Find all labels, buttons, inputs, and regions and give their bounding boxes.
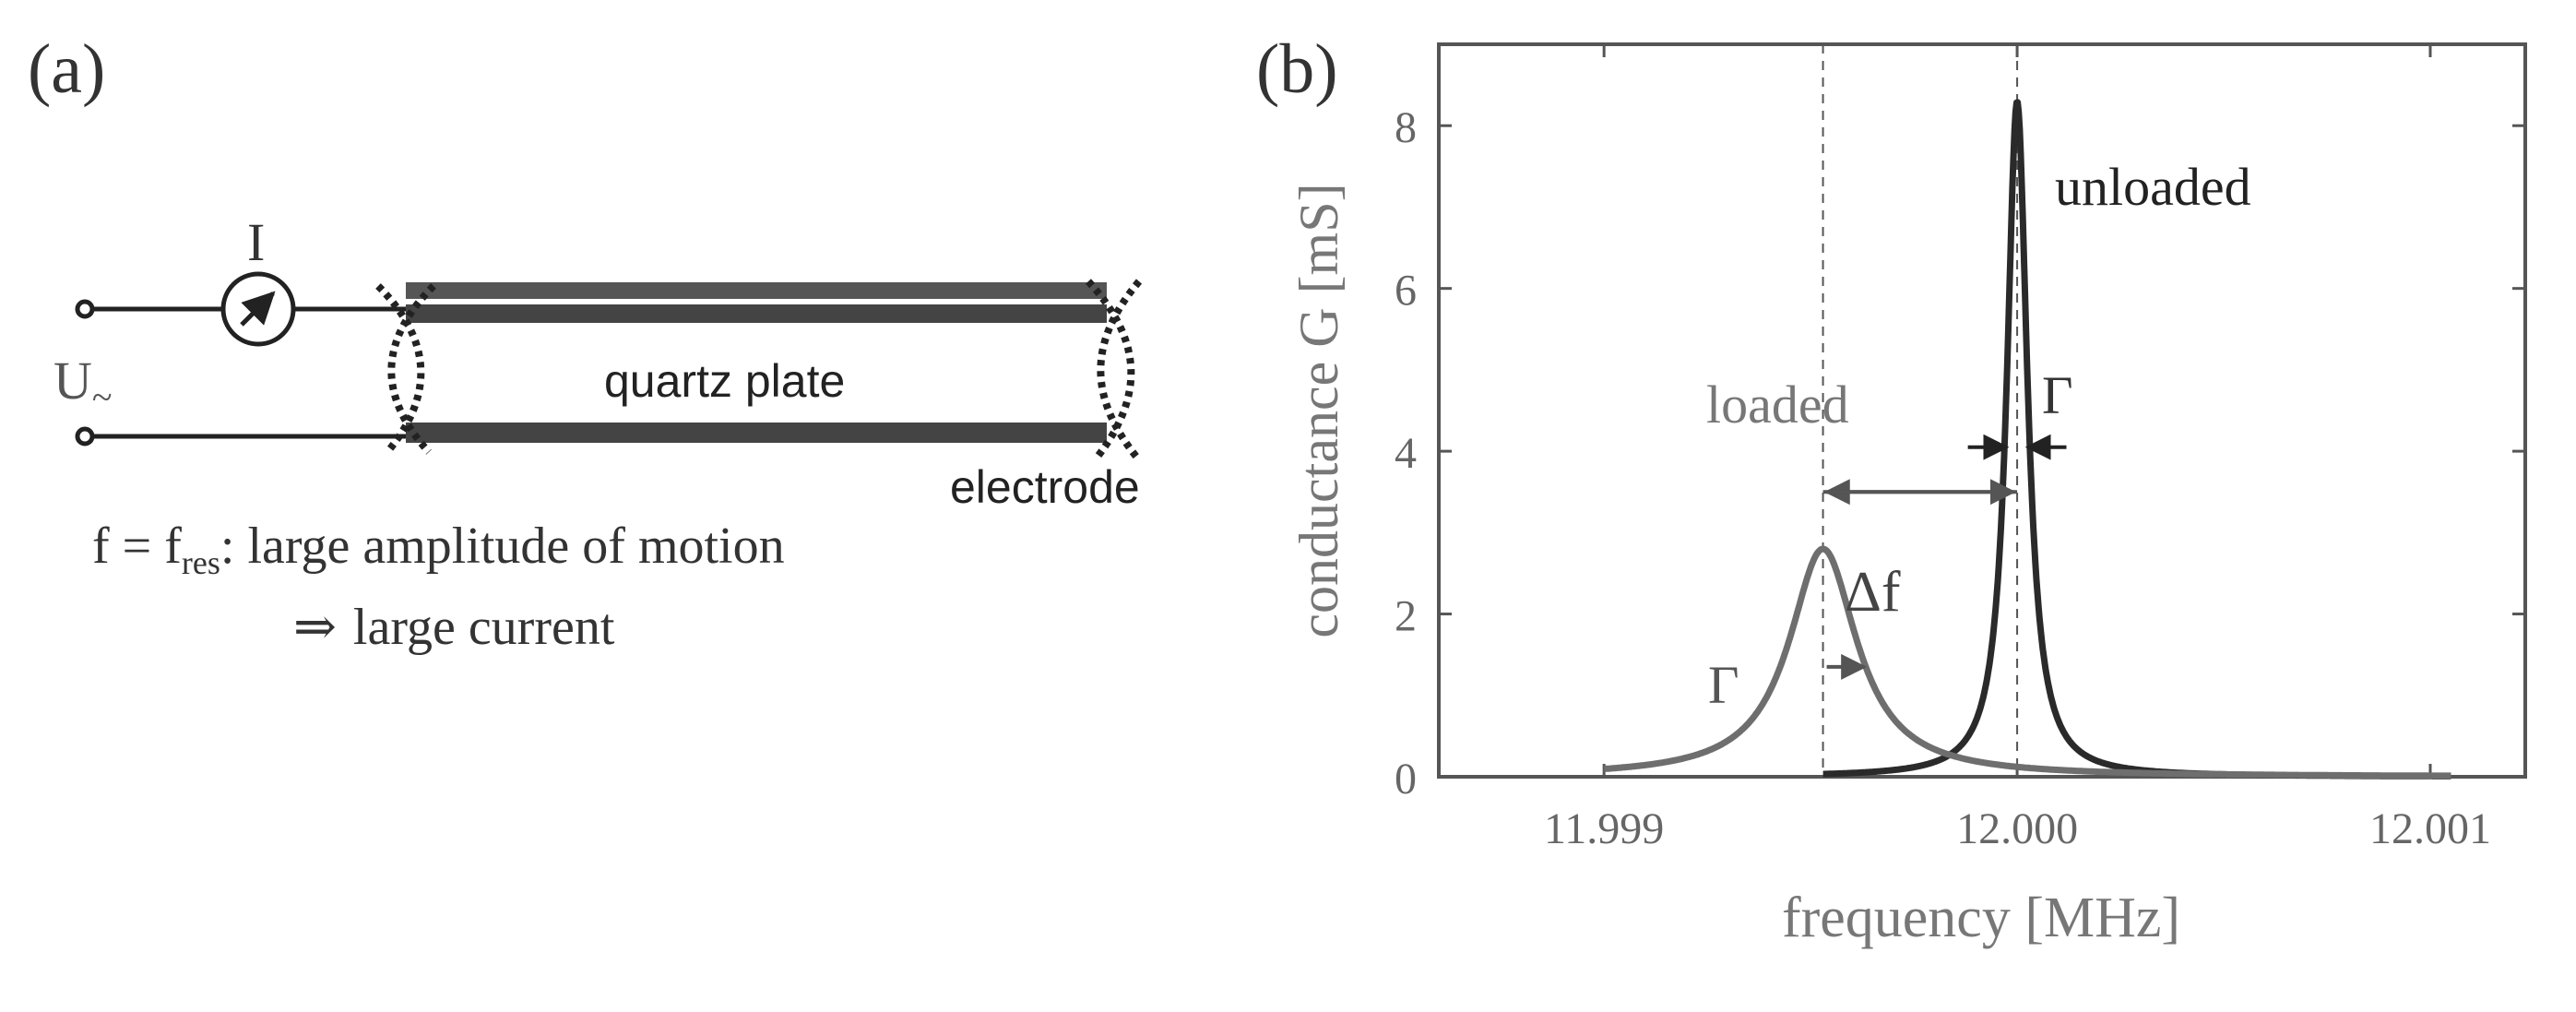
- current-symbol: I: [247, 212, 265, 272]
- panel-b-label: (b): [1256, 30, 1338, 108]
- x-tick-label: 12.000: [1956, 804, 2078, 853]
- unloaded-label: unloaded: [2055, 157, 2251, 217]
- y-axis-label: conductance G [mS]: [1288, 183, 1349, 637]
- motion-curves: [375, 279, 1143, 459]
- electrode-top-lower: [406, 304, 1107, 323]
- annotations: [1822, 434, 2067, 680]
- loaded-gamma-label: Γ: [1708, 655, 1739, 715]
- quartz-plate: [406, 323, 1107, 423]
- terminal-bottom: [75, 426, 95, 446]
- y-axis: 0 2 4 6 8: [1395, 103, 2525, 804]
- ammeter-icon: [220, 271, 296, 347]
- voltage-symbol: U~: [53, 351, 113, 418]
- loaded-label: loaded: [1706, 375, 1849, 435]
- series-group: [1602, 99, 2453, 780]
- condition-line: f = fres: large amplitude of motion: [92, 518, 785, 581]
- y-tick-label: 0: [1395, 755, 1417, 804]
- panel-a: (a) I U~ quartz plate electrode: [28, 30, 1143, 656]
- x-axis: 11.999 12.000 12.001: [1544, 44, 2491, 853]
- plot-frame: [1437, 42, 2527, 779]
- electrode-bottom: [406, 423, 1107, 443]
- y-tick-label: 2: [1395, 592, 1417, 641]
- panel-a-label: (a): [28, 30, 105, 108]
- y-tick-label: 6: [1395, 267, 1417, 316]
- series-line-loaded: [1602, 545, 2453, 780]
- x-tick-label: 12.001: [2369, 804, 2491, 853]
- guide-lines: [1822, 44, 2019, 777]
- panel-b: (b) 0 2 4 6 8 11.999 12.000 12.001 conductance…: [1256, 30, 2527, 949]
- x-axis-label: frequency [MHz]: [1782, 887, 2180, 949]
- terminal-top: [75, 299, 95, 319]
- plate-label: quartz plate: [604, 355, 845, 407]
- x-tick-label: 11.999: [1544, 804, 1664, 853]
- y-tick-label: 8: [1395, 103, 1417, 152]
- delta-f-label: Δf: [1845, 561, 1901, 624]
- electrode-label: electrode: [950, 461, 1140, 513]
- y-tick-label: 4: [1395, 429, 1417, 478]
- unloaded-gamma-label: Γ: [2042, 365, 2073, 425]
- electrode-top: [406, 282, 1107, 299]
- result-line: ⇒ large current: [293, 599, 615, 656]
